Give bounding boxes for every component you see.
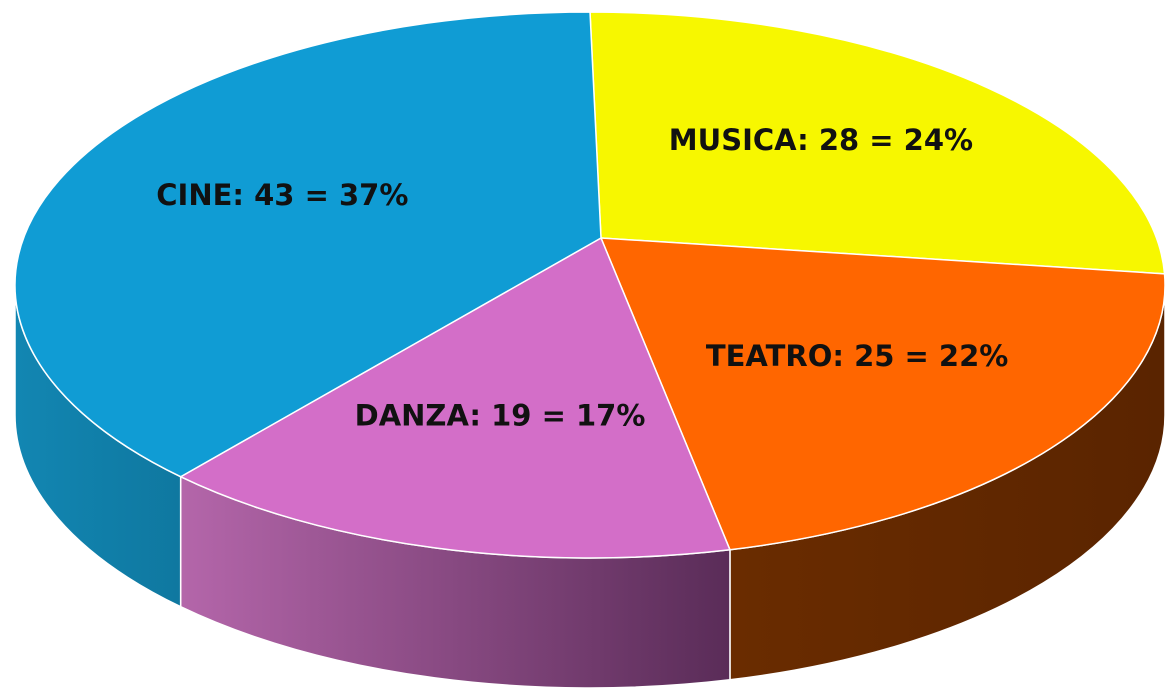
data-label: TEATRO: 25 = 22%: [706, 339, 1009, 373]
data-label: MUSICA: 28 = 24%: [669, 123, 973, 157]
slice: [179, 236, 732, 559]
slice: [14, 11, 602, 478]
slice: [589, 11, 1166, 275]
slice: [599, 237, 1166, 551]
data-label: DANZA: 19 = 17%: [355, 399, 646, 433]
data-label: CINE: 43 = 37%: [156, 178, 408, 212]
